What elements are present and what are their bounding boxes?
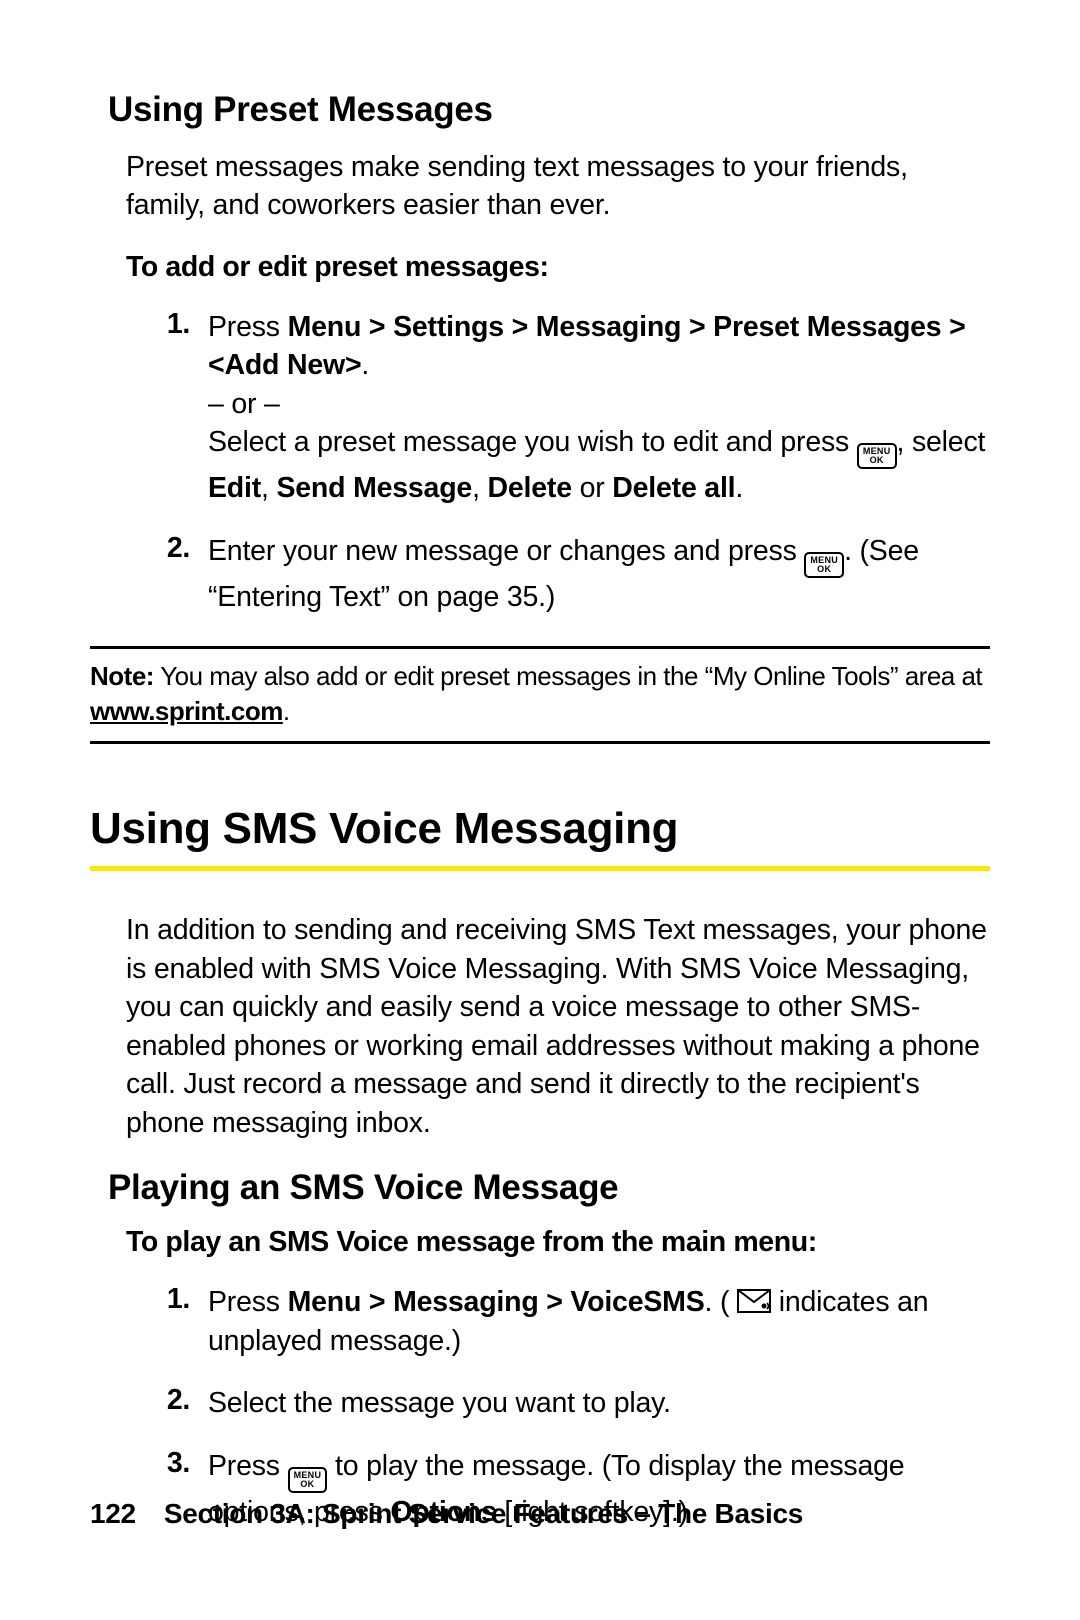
- txt: . (: [705, 1286, 737, 1318]
- or-divider: – or –: [208, 388, 280, 420]
- txt: ,: [472, 472, 487, 504]
- heading-sms-voice: Using SMS Voice Messaging: [90, 804, 990, 864]
- sms-intro-paragraph: In addition to sending and receiving SMS…: [126, 911, 990, 1142]
- txt: Select a preset message you wish to edit…: [208, 426, 857, 458]
- menu-ok-key-icon: MENUOK: [804, 552, 844, 578]
- txt: , select: [897, 426, 986, 458]
- delete-option: Delete: [488, 472, 572, 504]
- txt: Press: [208, 311, 288, 343]
- menu-ok-key-icon: MENUOK: [857, 443, 897, 469]
- accent-rule: [90, 866, 990, 871]
- send-option: Send Message: [276, 472, 472, 504]
- preset-intro-paragraph: Preset messages make sending text messag…: [126, 148, 990, 225]
- txt: Press: [208, 1450, 288, 1482]
- section-sms-voice: Using SMS Voice Messaging: [90, 804, 990, 871]
- txt: .: [283, 696, 290, 726]
- menu-path: Menu > Messaging > VoiceSMS: [288, 1286, 705, 1318]
- delete-all-option: Delete all: [612, 472, 735, 504]
- voicemail-envelope-icon: [737, 1289, 771, 1313]
- note-box: Note: You may also add or edit preset me…: [90, 646, 990, 744]
- txt: Enter your new message or changes and pr…: [208, 535, 804, 567]
- preset-steps-list: 1. Press Menu > Settings > Messaging > P…: [160, 308, 990, 616]
- step-number: 2.: [160, 1384, 190, 1422]
- preset-lead: To add or edit preset messages:: [126, 251, 990, 284]
- play-steps-list: 1. Press Menu > Messaging > VoiceSMS. ( …: [160, 1283, 990, 1531]
- preset-step-1: 1. Press Menu > Settings > Messaging > P…: [160, 308, 990, 508]
- manual-page: Using Preset Messages Preset messages ma…: [0, 0, 1080, 1620]
- page-number: 122: [90, 1498, 136, 1530]
- heading-playing: Playing an SMS Voice Message: [108, 1168, 990, 1208]
- preset-step-2: 2. Enter your new message or changes and…: [160, 532, 990, 616]
- note-label: Note:: [90, 661, 154, 691]
- play-step-1: 1. Press Menu > Messaging > VoiceSMS. ( …: [160, 1283, 990, 1360]
- step-text: Press Menu > Settings > Messaging > Pres…: [208, 308, 990, 508]
- menu-ok-key-icon: MENUOK: [288, 1467, 328, 1493]
- txt: You may also add or edit preset messages…: [154, 661, 982, 691]
- step-number: 1.: [160, 308, 190, 508]
- note-text: Note: You may also add or edit preset me…: [90, 659, 990, 729]
- edit-option: Edit: [208, 472, 261, 504]
- step-text: Select the message you want to play.: [208, 1384, 671, 1422]
- txt: or: [572, 472, 612, 504]
- section-label: Section 3A: Sprint Service Features – Th…: [164, 1498, 803, 1530]
- sprint-url: www.sprint.com: [90, 696, 283, 726]
- step-number: 1.: [160, 1283, 190, 1360]
- page-footer: 122 Section 3A: Sprint Service Features …: [90, 1498, 803, 1530]
- step-text: Press Menu > Messaging > VoiceSMS. ( ind…: [208, 1283, 990, 1360]
- txt: Press: [208, 1286, 288, 1318]
- step-number: 2.: [160, 532, 190, 616]
- heading-preset-messages: Using Preset Messages: [108, 90, 990, 130]
- menu-path: Menu > Settings > Messaging > Preset Mes…: [208, 311, 966, 381]
- txt: .: [361, 349, 369, 381]
- play-step-2: 2. Select the message you want to play.: [160, 1384, 990, 1422]
- txt: .: [735, 472, 743, 504]
- play-lead: To play an SMS Voice message from the ma…: [126, 1226, 990, 1259]
- txt: ,: [261, 472, 276, 504]
- step-text: Enter your new message or changes and pr…: [208, 532, 990, 616]
